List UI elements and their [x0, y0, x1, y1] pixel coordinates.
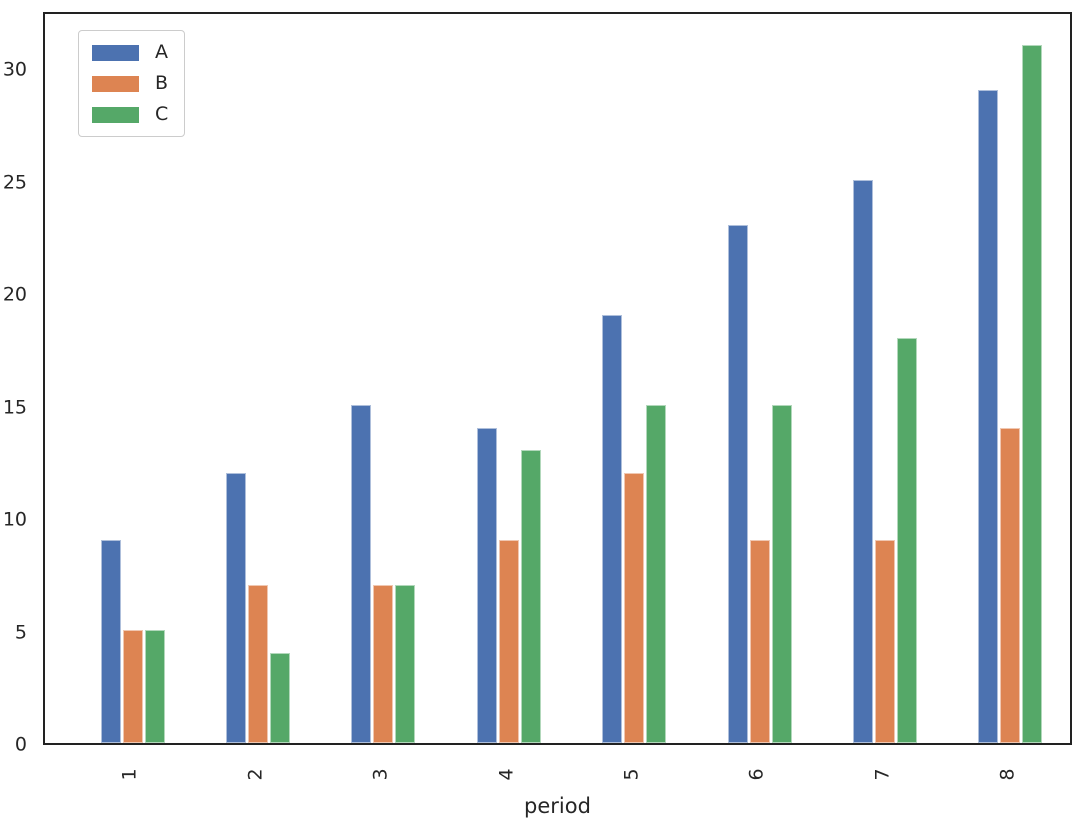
bar-series-b-period-5: [624, 473, 645, 743]
bar-series-c-period-4: [520, 450, 541, 743]
bar-series-a-period-5: [602, 315, 623, 743]
bar-series-c-period-3: [395, 585, 416, 743]
y-tick-label: 10: [2, 508, 27, 531]
bar-series-a-period-6: [727, 225, 748, 743]
x-tick-label: 2: [239, 757, 273, 791]
bar-series-c-period-5: [646, 405, 667, 743]
bar-series-b-period-3: [373, 585, 394, 743]
bar-series-c-period-8: [1022, 45, 1043, 743]
legend-label: A: [155, 41, 168, 63]
y-tick-label: 0: [14, 733, 27, 756]
bar-group-7: [852, 180, 918, 743]
bar-group-4: [476, 428, 542, 743]
bar-series-c-period-1: [144, 630, 165, 743]
bar-series-a-period-3: [351, 405, 372, 743]
bar-group-2: [225, 473, 291, 743]
bar-series-b-period-6: [749, 540, 770, 743]
x-tick-text: 2: [244, 767, 267, 781]
x-tick-label: 8: [991, 757, 1025, 791]
x-tick-text: 7: [871, 767, 894, 781]
y-tick-label: 20: [2, 283, 27, 306]
x-tick-label: 3: [364, 757, 398, 791]
bar-series-b-period-2: [247, 585, 268, 743]
x-tick-label: 4: [490, 757, 524, 791]
y-tick-label: 25: [2, 171, 27, 193]
x-tick-label: 5: [615, 757, 649, 791]
bar-group-8: [977, 45, 1043, 743]
legend-swatch-a: [92, 44, 139, 61]
x-tick-label: 7: [866, 757, 900, 791]
y-tick-label: 15: [2, 396, 27, 418]
x-tick-text: 5: [620, 767, 643, 781]
bar-series-a-period-8: [978, 90, 999, 743]
bar-series-a-period-2: [225, 473, 246, 743]
legend-label: B: [155, 72, 169, 94]
y-axis: 0 5 10 15 20 25 30: [0, 12, 35, 754]
x-axis: 1 2 3 4 5 6 7 8: [43, 747, 1072, 799]
x-tick-text: 3: [369, 767, 392, 781]
legend-item-a: A: [92, 43, 168, 62]
legend-item-b: B: [92, 74, 168, 93]
bar-group-1: [100, 540, 166, 743]
x-tick-label: 6: [741, 757, 775, 791]
bar-series-b-period-1: [122, 630, 143, 743]
bar-series-c-period-7: [896, 338, 917, 743]
legend-item-c: C: [92, 105, 168, 124]
bar-series-b-period-8: [1000, 428, 1021, 743]
x-axis-title: period: [524, 794, 591, 818]
bar-group-6: [727, 225, 793, 743]
bar-series-c-period-6: [771, 405, 792, 743]
x-tick-text: 8: [996, 767, 1019, 781]
legend-swatch-b: [92, 75, 139, 92]
bar-series-b-period-4: [498, 540, 519, 743]
bar-series-a-period-4: [476, 428, 497, 743]
bar-group-5: [601, 315, 667, 743]
x-tick-text: 6: [746, 767, 768, 781]
x-tick-text: 4: [495, 767, 518, 781]
bar-series-b-period-7: [874, 540, 895, 743]
x-tick-label: 1: [114, 757, 148, 791]
legend-swatch-c: [92, 106, 139, 123]
y-tick-label: 5: [14, 621, 27, 643]
y-tick-label: 30: [2, 58, 27, 81]
legend-label: C: [155, 103, 169, 125]
plot-area: [43, 12, 1072, 745]
x-tick-text: 1: [119, 767, 141, 781]
bar-series-c-period-2: [269, 653, 290, 743]
bar-series-a-period-7: [852, 180, 873, 743]
bar-group-3: [350, 405, 416, 743]
bar-series-a-period-1: [100, 540, 121, 743]
